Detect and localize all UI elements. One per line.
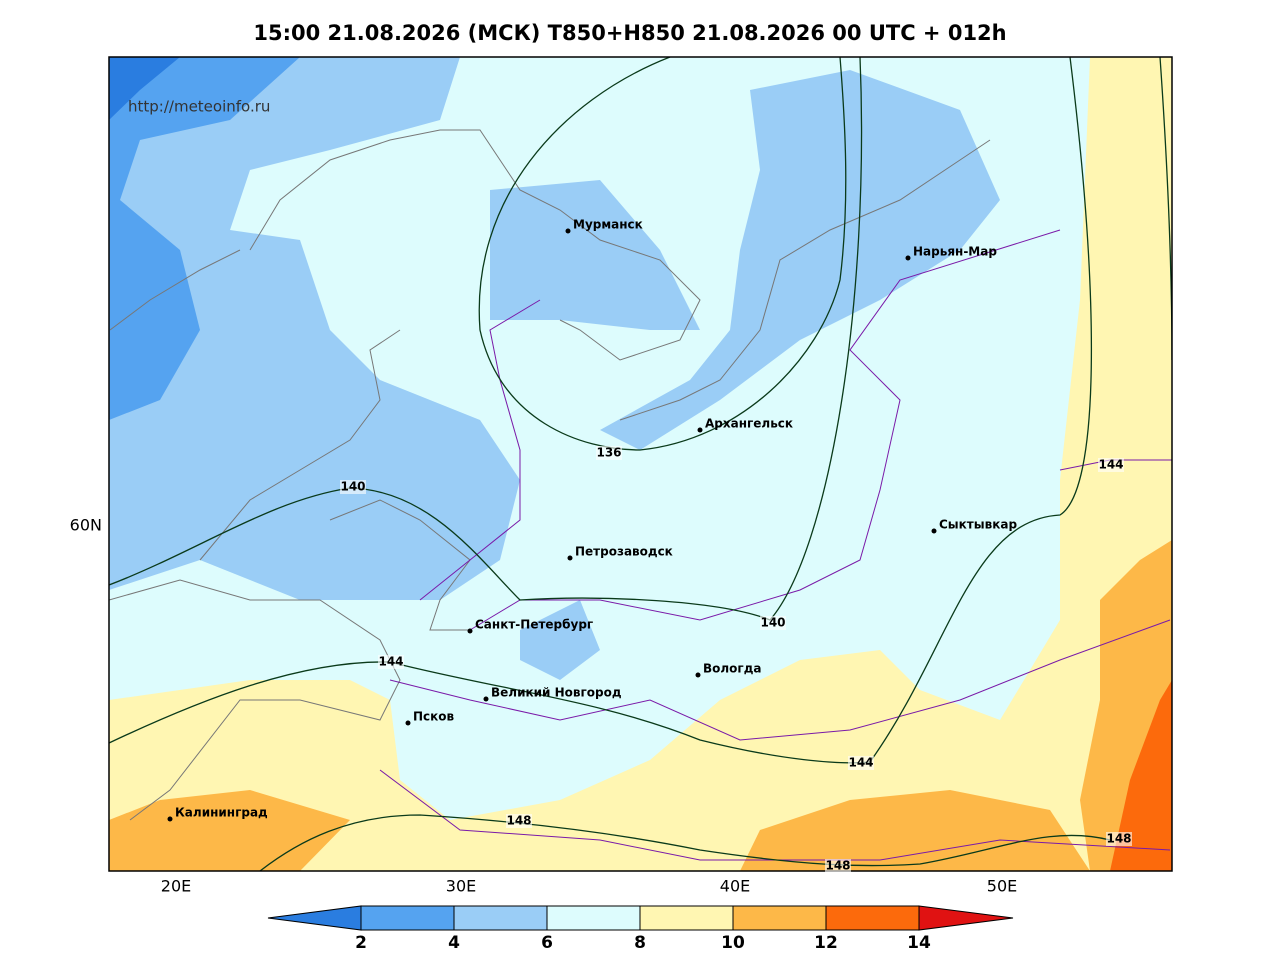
field-4-6	[520, 600, 600, 680]
field-4-6	[490, 180, 700, 330]
coastlines	[109, 129, 991, 821]
latitude-label: 60N	[70, 516, 102, 535]
colorbar-high-end	[918, 905, 1014, 931]
overlay: 20E 30E 40E 50E 60N Мурманск Нарьян-Мар Арханге…	[70, 218, 1132, 953]
field-4-6	[600, 70, 1000, 450]
colorbar-segment	[732, 905, 827, 931]
colorbar-segment	[639, 905, 734, 931]
map-frame	[108, 56, 1173, 872]
contour-label: 148	[825, 859, 850, 873]
city-dot	[695, 672, 701, 678]
colorbar-tick-label: 12	[814, 933, 838, 953]
colorbar-tick-label: 6	[541, 933, 553, 953]
longitude-label: 50E	[987, 877, 1017, 896]
map-title: 15:00 21.08.2026 (МСК) T850+H850 21.08.2…	[253, 21, 1006, 45]
border	[379, 769, 1171, 861]
coastline	[619, 139, 991, 421]
contour-label: 136	[596, 446, 621, 460]
city-label: Псков	[413, 710, 455, 724]
colorbar-tick-label: 2	[355, 933, 367, 953]
city-label: Вологда	[703, 662, 761, 676]
contour-label-bg	[825, 859, 851, 873]
city-dot	[697, 427, 703, 433]
contour-label: 140	[760, 616, 785, 630]
contour-label-bg	[506, 814, 532, 828]
field-2-4	[109, 57, 300, 420]
city-dot	[483, 696, 489, 702]
coastline	[109, 579, 401, 821]
city-label: Великий Новгород	[491, 686, 622, 700]
field-12-14	[1110, 680, 1172, 871]
longitude-label: 30E	[446, 877, 476, 896]
contour	[109, 57, 1093, 764]
contour-label: 148	[1106, 832, 1131, 846]
border	[389, 619, 1171, 741]
source-url: http://meteoinfo.ru	[128, 98, 270, 116]
longitude-label: 20E	[161, 877, 191, 896]
colorbar-tick-label: 8	[634, 933, 646, 953]
contour-label-bg	[596, 446, 622, 460]
contour-label-bg	[340, 480, 366, 494]
colorbar-tick-label: 14	[907, 933, 931, 953]
city-label: Калининград	[175, 806, 268, 820]
field-10-12	[740, 790, 1090, 871]
contour-label-bg	[760, 616, 786, 630]
field-4-6	[109, 57, 520, 600]
border	[419, 299, 541, 601]
contour	[478, 57, 847, 451]
contour-label-bg	[378, 655, 404, 669]
contour-label-bg	[1098, 458, 1124, 472]
field-8-10	[109, 57, 1172, 871]
longitude-label: 40E	[720, 877, 750, 896]
city-dot	[567, 555, 573, 561]
contour	[109, 57, 863, 621]
contour-label-bg	[1106, 832, 1132, 846]
contour-label: 144	[378, 655, 403, 669]
coastline	[249, 129, 701, 361]
city-dot	[467, 628, 473, 634]
contour-label: 144	[1098, 458, 1123, 472]
contour	[259, 814, 1111, 871]
contour-label: 144	[848, 756, 873, 770]
city-label: Сыктывкар	[939, 518, 1017, 532]
colorbar-tick-label: 10	[721, 933, 745, 953]
height-contours	[109, 57, 1172, 871]
city-label: Мурманск	[573, 218, 643, 232]
colorbar-tick-label: 4	[448, 933, 460, 953]
colorbar-segment	[360, 905, 455, 931]
map-area: http://meteoinfo.ru	[109, 57, 1172, 871]
city-dot	[931, 528, 937, 534]
contour-label: 148	[506, 814, 531, 828]
contour-label: 140	[340, 480, 365, 494]
border	[469, 229, 1061, 631]
field-below-2	[109, 57, 180, 120]
city-label: Архангельск	[705, 417, 793, 431]
colorbar-low-end	[267, 905, 362, 931]
colorbar-segment	[825, 905, 920, 931]
city-dot	[167, 816, 173, 822]
city-label: Санкт-Петербург	[475, 618, 593, 632]
colorbar-segment	[546, 905, 641, 931]
city-dot	[565, 228, 571, 234]
city-label: Нарьян-Мар	[913, 245, 997, 259]
city-label: Петрозаводск	[575, 545, 673, 559]
coastline	[109, 249, 241, 331]
city-dot	[405, 720, 411, 726]
colorbar-segment	[453, 905, 548, 931]
city-dot	[905, 255, 911, 261]
coastline	[199, 329, 401, 561]
contour-label-bg	[848, 756, 874, 770]
